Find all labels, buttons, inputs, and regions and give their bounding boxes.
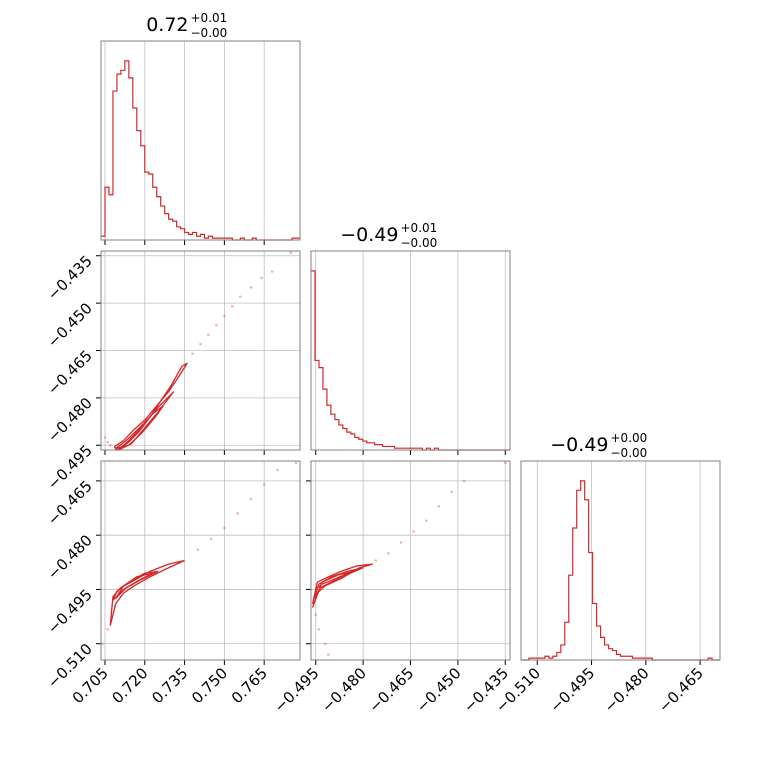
scatter-point — [103, 436, 107, 439]
panel-title-plus: +0.01 — [401, 221, 438, 235]
panel-frame — [100, 40, 301, 241]
panel-pair-1-2 — [306, 460, 511, 665]
y-tick-label: −0.480 — [44, 531, 96, 583]
contour-line — [115, 405, 164, 450]
panel-title-value: −0.49 — [340, 224, 398, 246]
scatter-point — [503, 461, 507, 465]
y-tick-label: −0.480 — [44, 394, 96, 446]
scatter-point — [270, 270, 274, 273]
panel-hist-2: −0.49 +0.00−0.00 — [520, 431, 721, 665]
x-tick-label: −0.465 — [655, 664, 707, 716]
x-tick-label: 0.750 — [188, 664, 231, 707]
scatter-point — [399, 541, 403, 544]
scatter-point — [106, 440, 109, 444]
histogram-step-line — [101, 60, 300, 241]
x-tick-label: −0.465 — [365, 664, 417, 716]
scatter-point — [387, 551, 390, 555]
scatter-point — [424, 519, 428, 522]
scatter-point — [260, 276, 263, 280]
scatter-point — [215, 323, 218, 327]
scatter-point — [462, 479, 466, 483]
scatter-point — [314, 613, 318, 617]
scatter-point — [374, 559, 378, 562]
scatter-point — [412, 530, 415, 533]
histogram-step-line — [521, 480, 720, 661]
contour-line — [115, 572, 154, 599]
panel-title-value: −0.49 — [550, 434, 608, 456]
panel-title-minus: −0.00 — [401, 236, 438, 250]
panel-title-minus: −0.00 — [611, 446, 648, 460]
scatter-point — [239, 295, 242, 299]
x-tick-label: −0.450 — [413, 664, 465, 716]
panel-pair-0-2 — [96, 460, 301, 665]
scatter-point — [249, 497, 253, 501]
scatter-point — [209, 537, 213, 541]
scatter-point — [223, 314, 226, 318]
scatter-point — [289, 251, 293, 254]
scatter-point — [317, 627, 321, 631]
x-tick-label: 0.735 — [148, 664, 191, 707]
scatter-point — [249, 286, 253, 289]
scatter-point — [199, 342, 202, 346]
contour-line — [311, 570, 354, 608]
scatter-point — [223, 526, 226, 530]
x-tick-label: 0.720 — [109, 664, 152, 707]
scatter-point — [327, 653, 330, 656]
panel-pair-0-1 — [96, 250, 301, 455]
x-tick-label: −0.495 — [271, 664, 323, 716]
scatter-point — [437, 504, 441, 508]
panel-frame — [520, 460, 721, 661]
scatter-point — [450, 490, 453, 494]
scatter-point — [196, 548, 200, 551]
y-tick-label: −0.435 — [44, 252, 96, 304]
contour-line — [113, 362, 188, 451]
panel-frame — [310, 250, 511, 451]
panel-title-value: 0.72 — [146, 14, 188, 36]
panel-hist-1: −0.49 +0.01−0.00 — [310, 221, 511, 455]
scatter-point — [191, 352, 194, 355]
panel-frame — [310, 460, 511, 661]
y-tick-label: −0.465 — [44, 347, 96, 399]
panel-title-minus: −0.00 — [191, 26, 228, 40]
panel-hist-0: 0.72 +0.01−0.00 — [100, 11, 301, 245]
panel-title-plus: +0.01 — [191, 11, 228, 25]
panel-title-plus: +0.00 — [611, 431, 648, 445]
scatter-point — [294, 461, 298, 465]
scatter-point — [106, 627, 109, 631]
scatter-point — [236, 512, 239, 515]
scatter-point — [231, 304, 234, 308]
scatter-point — [276, 468, 279, 472]
scatter-point — [101, 642, 104, 646]
scatter-point — [323, 642, 327, 646]
scatter-point — [108, 443, 112, 447]
y-tick-label: −0.495 — [44, 586, 96, 638]
y-tick-label: −0.450 — [44, 299, 96, 351]
x-tick-label: −0.480 — [318, 664, 370, 716]
x-tick-label: −0.495 — [546, 664, 598, 716]
scatter-point — [262, 483, 266, 486]
scatter-point — [207, 333, 210, 337]
panel-frame — [100, 250, 301, 451]
x-tick-label: 0.765 — [228, 664, 271, 707]
panel-frame — [100, 460, 301, 661]
x-tick-label: −0.480 — [601, 664, 653, 716]
